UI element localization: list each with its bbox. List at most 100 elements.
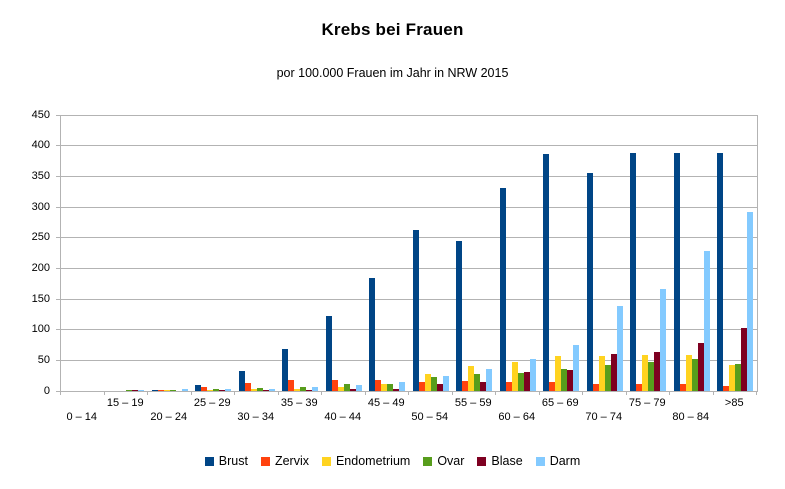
y-axis-label: 450 xyxy=(31,108,50,121)
bar-darm xyxy=(399,382,406,391)
y-tick-mark xyxy=(56,298,60,300)
bar-zervix xyxy=(505,382,512,391)
bar-group-3034 xyxy=(235,371,279,391)
bar-zervix xyxy=(418,382,425,391)
legend-swatch-blase xyxy=(477,456,487,466)
bar-ovar xyxy=(300,387,307,391)
x-axis-label: 15 – 19 xyxy=(106,397,144,409)
bar-darm xyxy=(486,369,493,391)
bar-brust xyxy=(543,154,550,391)
y-tick-mark xyxy=(56,359,60,361)
bar-darm xyxy=(573,345,580,391)
bar-group-2529 xyxy=(192,385,236,391)
y-axis-label: 0 xyxy=(43,384,50,397)
bar-blase xyxy=(393,389,400,391)
gridline xyxy=(61,206,757,208)
bar-group->85 xyxy=(714,153,758,391)
y-axis-label: 150 xyxy=(31,292,50,305)
bar-endometrium xyxy=(424,374,431,391)
bar-ovar xyxy=(126,390,133,391)
bar-ovar xyxy=(735,364,742,391)
bar-zervix xyxy=(244,383,251,391)
bar-zervix xyxy=(288,380,295,391)
legend-swatch-endometrium xyxy=(321,456,331,466)
chart-subtitle: por 100.000 Frauen im Jahr in NRW 2015 xyxy=(276,66,509,80)
bar-darm xyxy=(747,212,754,391)
y-axis-label: 100 xyxy=(31,323,50,336)
bar-group-5559 xyxy=(453,241,497,391)
bar-blase xyxy=(132,390,139,391)
x-axis-label: 65 – 69 xyxy=(541,397,579,409)
bar-ovar xyxy=(213,389,220,391)
legend-item-blase: Blase xyxy=(477,454,523,468)
bar-darm xyxy=(616,306,623,391)
bar-endometrium xyxy=(555,356,562,391)
legend-item-brust: Brust xyxy=(204,454,248,468)
bar-ovar xyxy=(604,365,611,391)
bar-brust xyxy=(238,371,245,391)
bar-brust xyxy=(456,241,463,391)
bar-zervix xyxy=(592,384,599,391)
chart-title: Krebs bei Frauen xyxy=(321,20,464,39)
bar-darm xyxy=(529,359,536,391)
gridline xyxy=(61,267,757,269)
bar-group-2024 xyxy=(148,389,192,391)
legend-label: Brust xyxy=(218,454,248,468)
x-tick-mark xyxy=(582,391,583,395)
legend-label: Ovar xyxy=(437,454,465,468)
gridline xyxy=(61,145,757,147)
y-axis-label: 200 xyxy=(31,261,50,274)
x-tick-mark xyxy=(625,391,627,395)
x-axis-label: 55 – 59 xyxy=(454,397,492,409)
bar-darm xyxy=(312,387,319,391)
bar-blase xyxy=(262,390,269,391)
bar-endometrium xyxy=(294,389,301,391)
bar-group-8084 xyxy=(670,153,714,391)
y-axis-label: 300 xyxy=(31,200,50,213)
legend-label: Darm xyxy=(549,454,581,468)
bar-endometrium xyxy=(207,390,214,391)
bar-group-4044 xyxy=(322,316,366,391)
x-axis-label: 25 – 29 xyxy=(193,397,231,409)
bar-blase xyxy=(349,389,356,391)
y-tick-mark xyxy=(56,390,60,392)
bar-zervix xyxy=(157,390,164,391)
bar-ovar xyxy=(561,369,568,391)
bar-blase xyxy=(306,390,313,391)
bar-brust xyxy=(586,173,593,391)
gridline xyxy=(61,114,757,116)
x-axis-label: 20 – 24 xyxy=(150,411,188,423)
bar-darm xyxy=(225,389,232,391)
bar-brust xyxy=(673,153,680,391)
x-tick-mark xyxy=(277,391,279,395)
x-axis-label: 60 – 64 xyxy=(498,411,536,423)
x-tick-mark xyxy=(321,391,322,395)
x-axis-label: 40 – 44 xyxy=(324,411,362,423)
x-tick-mark xyxy=(495,391,496,395)
bar-endometrium xyxy=(511,362,518,391)
bar-brust xyxy=(369,278,376,391)
bar-blase xyxy=(610,354,617,391)
gridline xyxy=(61,359,757,361)
y-tick-mark xyxy=(56,175,60,177)
bar-endometrium xyxy=(250,389,257,391)
bar-zervix xyxy=(636,384,643,391)
bar-blase xyxy=(480,382,487,391)
bar-brust xyxy=(151,390,158,391)
x-tick-mark xyxy=(234,391,235,395)
bar-brust xyxy=(499,188,506,391)
x-axis-label: 45 – 49 xyxy=(367,397,405,409)
x-axis-label: >85 xyxy=(724,397,744,409)
plot-area xyxy=(60,114,758,392)
y-axis-label: 250 xyxy=(31,231,50,244)
gridline xyxy=(61,329,757,331)
bar-ovar xyxy=(648,362,655,391)
bar-blase xyxy=(436,384,443,391)
bar-ovar xyxy=(343,384,350,391)
x-axis-label: 0 – 14 xyxy=(66,411,98,423)
y-tick-mark xyxy=(56,114,60,116)
bar-zervix xyxy=(331,380,338,391)
bar-ovar xyxy=(387,384,394,391)
gridline xyxy=(61,298,757,300)
bar-zervix xyxy=(679,384,686,391)
